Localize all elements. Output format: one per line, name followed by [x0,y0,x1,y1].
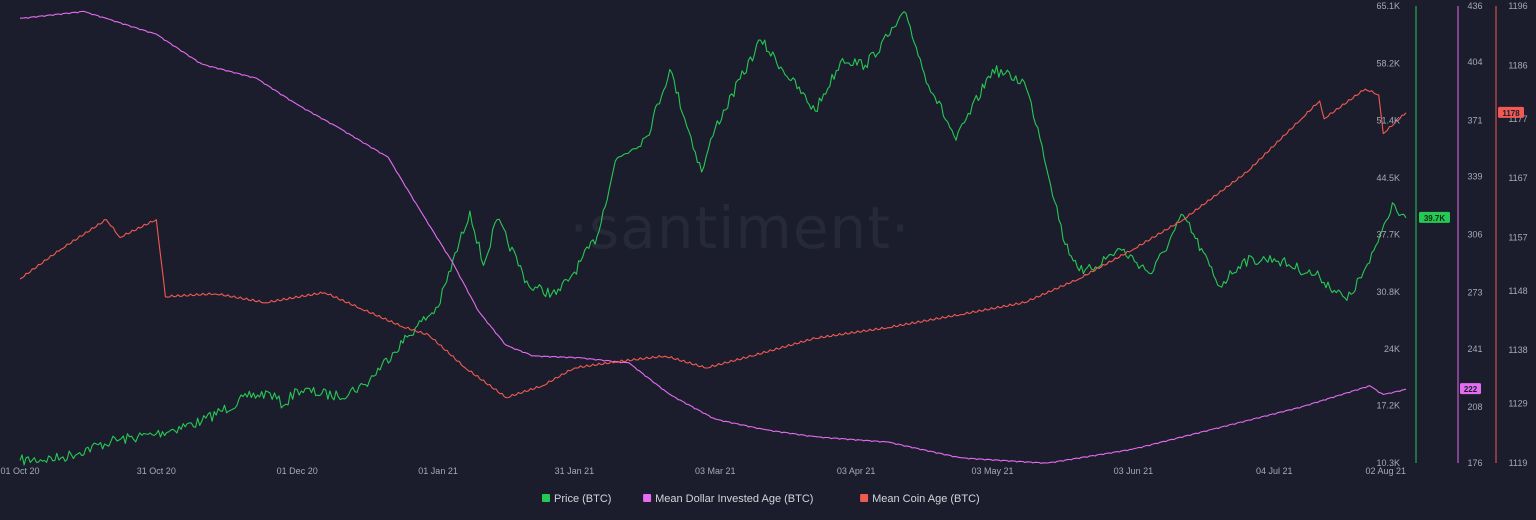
y-tick-label: 17.2K [1376,400,1400,410]
x-tick-label: 03 Jun 21 [1114,466,1154,476]
y-tick-label: 176 [1467,458,1482,468]
y-tick-label: 436 [1467,1,1482,11]
y-tick-label: 241 [1467,344,1482,354]
y-tick-label: 306 [1467,230,1482,240]
x-tick-label: 01 Dec 20 [277,466,318,476]
legend-label-0: Price (BTC) [554,493,611,505]
watermark: ·santiment· [570,194,911,262]
x-tick-label: 03 Apr 21 [837,466,876,476]
y-tick-label: 371 [1467,115,1482,125]
y-tick-label: 1119 [1509,458,1528,468]
legend-swatch-2 [860,494,869,502]
y-tick-label: 24K [1384,344,1400,354]
y-axes: 10.3K 17.2K 24K 30.8K 37.7K 44.5K 51.4K 58.2K 65… [1376,1,1527,468]
legend-swatch-0 [542,494,550,502]
y-tick-label: 10.3K [1376,458,1400,468]
current-value-badge-0 [1419,211,1450,223]
y-tick-label: 1186 [1508,60,1527,70]
series-line-2 [19,88,1407,399]
y-tick-label: 44.5K [1376,173,1400,183]
y-tick-label: 273 [1467,288,1482,298]
x-tick-label: 03 Mar 21 [695,466,736,476]
legend-label-1: Mean Dollar Invested Age (BTC) [655,493,813,505]
legend-swatch-1 [643,494,652,502]
y-tick-label: 208 [1467,402,1482,412]
y-tick-label: 1167 [1508,173,1527,183]
y-tick-label: 51.4K [1376,115,1400,125]
x-tick-label: 04 Jul 21 [1256,466,1293,476]
y-tick-label: 1177 [1508,114,1527,124]
y-tick-label: 37.7K [1376,230,1400,240]
y-tick-label: 58.2K [1376,59,1400,69]
y-tick-label: 1157 [1508,232,1527,242]
x-tick-label: 03 May 21 [971,466,1013,476]
legend: Price (BTC) Mean Dollar Invested Age (BTC… [542,493,980,505]
current-value-label: 222 [1464,385,1478,394]
legend-label-2: Mean Coin Age (BTC) [872,493,980,505]
y-tick-label: 1196 [1508,1,1527,11]
y-tick-label: 339 [1467,171,1482,181]
current-value-label: 1178 [1502,109,1520,118]
series-line-1 [19,10,1407,464]
x-axis: 01 Oct 20 31 Oct 20 01 Dec 20 01 Jan 21 31 J… [0,466,1406,476]
y-tick-label: 1138 [1508,345,1527,355]
x-tick-label: 31 Oct 20 [137,466,176,476]
y-tick-label: 1129 [1508,399,1527,409]
series-line-0 [19,11,1407,466]
y-tick-label: 1148 [1508,286,1527,296]
x-tick-label: 01 Jan 21 [418,466,458,476]
y-tick-label: 404 [1467,57,1482,67]
current-value-badge-1 [1460,383,1481,395]
x-tick-label: 31 Jan 21 [555,466,595,476]
series-lines [19,10,1407,466]
y-tick-label: 65.1K [1376,1,1400,11]
y-tick-label: 30.8K [1376,287,1400,297]
x-tick-label: 02 Aug 21 [1365,466,1406,476]
current-value-label: 39.7K [1424,214,1446,223]
current-value-badge-2 [1498,106,1524,118]
x-tick-label: 01 Oct 20 [0,466,39,476]
current-value-badges: 39.7K 222 1178 [1419,106,1524,395]
